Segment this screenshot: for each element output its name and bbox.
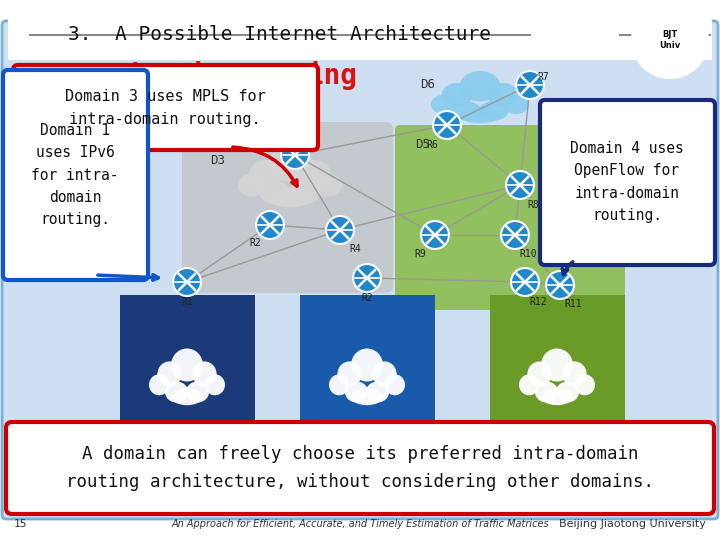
- Ellipse shape: [171, 388, 203, 405]
- Circle shape: [173, 268, 201, 296]
- FancyBboxPatch shape: [540, 100, 715, 265]
- FancyBboxPatch shape: [182, 122, 393, 293]
- Ellipse shape: [384, 374, 405, 395]
- Text: R12: R12: [529, 297, 546, 307]
- Circle shape: [256, 211, 284, 239]
- Ellipse shape: [158, 361, 181, 387]
- Text: Domain 4 uses
OpenFlow for
intra-domain
routing.: Domain 4 uses OpenFlow for intra-domain …: [570, 141, 684, 223]
- Text: R9: R9: [414, 249, 426, 259]
- Ellipse shape: [541, 388, 573, 405]
- Text: D3: D3: [210, 153, 225, 166]
- Ellipse shape: [238, 174, 266, 197]
- Text: Domain 3 uses MPLS for
intra-domain routing.: Domain 3 uses MPLS for intra-domain rout…: [65, 90, 266, 126]
- Circle shape: [506, 171, 534, 199]
- Ellipse shape: [575, 374, 595, 395]
- Ellipse shape: [149, 374, 169, 395]
- Text: R2: R2: [361, 293, 373, 303]
- Circle shape: [516, 71, 544, 99]
- Text: R2: R2: [249, 238, 261, 248]
- Text: R5: R5: [302, 140, 314, 150]
- FancyBboxPatch shape: [6, 422, 714, 514]
- Ellipse shape: [556, 381, 579, 402]
- Ellipse shape: [204, 374, 225, 395]
- Ellipse shape: [329, 374, 349, 395]
- Text: D6: D6: [420, 78, 435, 91]
- FancyBboxPatch shape: [120, 295, 255, 460]
- FancyBboxPatch shape: [13, 65, 318, 150]
- Text: R11: R11: [564, 299, 582, 309]
- Text: 3.  A Possible Internet Architecture: 3. A Possible Internet Architecture: [68, 24, 492, 44]
- Text: An Approach for Efficient, Accurate, and Timely Estimation of Traffic Matrices: An Approach for Efficient, Accurate, and…: [171, 519, 549, 529]
- Text: R10: R10: [519, 249, 537, 259]
- Text: R7: R7: [537, 72, 549, 82]
- Ellipse shape: [479, 102, 508, 120]
- Text: BJT
Univ: BJT Univ: [660, 30, 680, 50]
- Text: R4: R4: [349, 244, 361, 254]
- Ellipse shape: [459, 107, 500, 123]
- Ellipse shape: [186, 381, 209, 402]
- Circle shape: [511, 268, 539, 296]
- Ellipse shape: [249, 160, 283, 187]
- Text: Beijing Jiaotong University: Beijing Jiaotong University: [559, 519, 706, 529]
- Ellipse shape: [171, 348, 203, 381]
- Ellipse shape: [528, 361, 552, 387]
- Circle shape: [433, 111, 461, 139]
- Ellipse shape: [315, 174, 343, 197]
- Ellipse shape: [297, 160, 330, 187]
- FancyBboxPatch shape: [2, 21, 718, 519]
- FancyBboxPatch shape: [395, 125, 625, 310]
- Text: 15: 15: [14, 519, 27, 529]
- Text: R6: R6: [426, 140, 438, 150]
- Circle shape: [353, 264, 381, 292]
- Ellipse shape: [431, 95, 457, 114]
- Ellipse shape: [268, 146, 312, 181]
- Text: R8: R8: [527, 200, 539, 210]
- Ellipse shape: [487, 83, 518, 106]
- Ellipse shape: [260, 181, 292, 204]
- Text: D4: D4: [518, 432, 533, 445]
- Ellipse shape: [562, 361, 587, 387]
- Ellipse shape: [372, 361, 397, 387]
- Text: Intra-domain routing: Intra-domain routing: [22, 60, 357, 90]
- Ellipse shape: [192, 361, 217, 387]
- Text: Domain 1
uses IPv6
for intra-
domain
routing.: Domain 1 uses IPv6 for intra- domain rou…: [31, 123, 119, 227]
- Ellipse shape: [165, 381, 188, 402]
- Ellipse shape: [268, 189, 312, 207]
- Circle shape: [546, 271, 574, 299]
- Circle shape: [281, 141, 309, 169]
- Text: D5: D5: [415, 138, 430, 152]
- Ellipse shape: [351, 348, 383, 381]
- FancyBboxPatch shape: [490, 295, 625, 460]
- Circle shape: [421, 221, 449, 249]
- Ellipse shape: [503, 95, 529, 114]
- Text: R1: R1: [181, 297, 193, 307]
- Ellipse shape: [345, 381, 368, 402]
- Text: D2: D2: [328, 432, 343, 445]
- Ellipse shape: [519, 374, 539, 395]
- Ellipse shape: [541, 348, 573, 381]
- Text: A domain can freely choose its preferred intra-domain
routing architecture, with: A domain can freely choose its preferred…: [66, 445, 654, 491]
- Circle shape: [501, 221, 529, 249]
- Circle shape: [632, 2, 708, 78]
- Ellipse shape: [535, 381, 558, 402]
- Text: D1: D1: [148, 432, 163, 445]
- Ellipse shape: [338, 361, 361, 387]
- Ellipse shape: [451, 102, 482, 120]
- Ellipse shape: [459, 71, 500, 102]
- FancyBboxPatch shape: [8, 10, 712, 60]
- Ellipse shape: [289, 181, 320, 204]
- Circle shape: [326, 216, 354, 244]
- Ellipse shape: [442, 83, 473, 106]
- FancyBboxPatch shape: [3, 70, 148, 280]
- FancyBboxPatch shape: [300, 295, 435, 460]
- Ellipse shape: [351, 388, 383, 405]
- Ellipse shape: [366, 381, 389, 402]
